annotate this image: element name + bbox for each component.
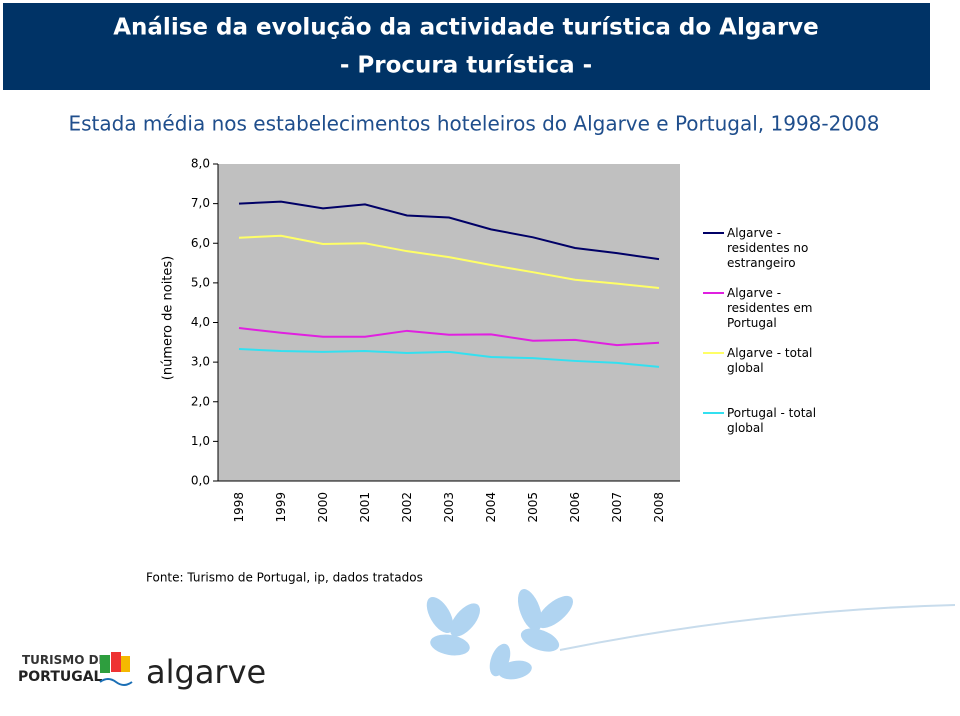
header-box <box>3 3 930 90</box>
series-line <box>238 200 660 261</box>
logo-text: PORTUGAL <box>18 669 103 685</box>
header-subtitle: - Procura turística - <box>340 53 592 79</box>
x-tick-label: 2007 <box>610 492 624 523</box>
logo-brand: algarve <box>146 653 266 691</box>
x-tick-label: 2002 <box>400 492 414 523</box>
y-tick-label: 5,0 <box>191 275 210 289</box>
plot-area <box>218 164 680 481</box>
decoration <box>426 589 574 680</box>
x-tick-label: 2001 <box>358 492 372 523</box>
x-tick-label: 2006 <box>568 492 582 523</box>
legend-label: Algarve - total global <box>727 346 813 375</box>
legend-label: Algarve - residentes em Portugal <box>727 286 813 330</box>
y-tick-label: 8,0 <box>191 157 210 171</box>
y-tick-label: 1,0 <box>191 434 210 448</box>
x-tick-label: 1998 <box>232 492 246 523</box>
y-tick-label: 6,0 <box>191 236 210 250</box>
y-axis-label: (número de noites) <box>161 256 176 380</box>
series-line <box>238 327 660 347</box>
y-tick-label: 2,0 <box>191 394 210 408</box>
source-note: Fonte: Turismo de Portugal, ip, dados tr… <box>146 571 423 585</box>
chart-title: Estada média nos estabelecimentos hotele… <box>68 112 879 136</box>
y-tick-label: 4,0 <box>191 315 210 329</box>
series-line <box>238 348 660 368</box>
x-tick-label: 1999 <box>274 492 288 523</box>
y-tick-label: 7,0 <box>191 196 210 210</box>
x-tick-label: 2003 <box>442 492 456 523</box>
legend-label: Algarve - residentes no estrangeiro <box>727 226 809 270</box>
legend-label: Portugal - total global <box>727 406 817 435</box>
decoration-line <box>559 604 956 651</box>
series-line <box>238 234 660 290</box>
logo-text: TURISMO DE <box>22 653 107 667</box>
x-tick-label: 2008 <box>652 492 666 523</box>
y-tick-label: 0,0 <box>191 474 210 488</box>
x-tick-label: 2004 <box>484 492 498 523</box>
y-tick-label: 3,0 <box>191 355 210 369</box>
logo-mark <box>99 652 133 686</box>
x-tick-label: 2000 <box>316 492 330 523</box>
header-title: Análise da evolução da actividade turíst… <box>113 15 819 41</box>
x-tick-label: 2005 <box>526 492 540 523</box>
